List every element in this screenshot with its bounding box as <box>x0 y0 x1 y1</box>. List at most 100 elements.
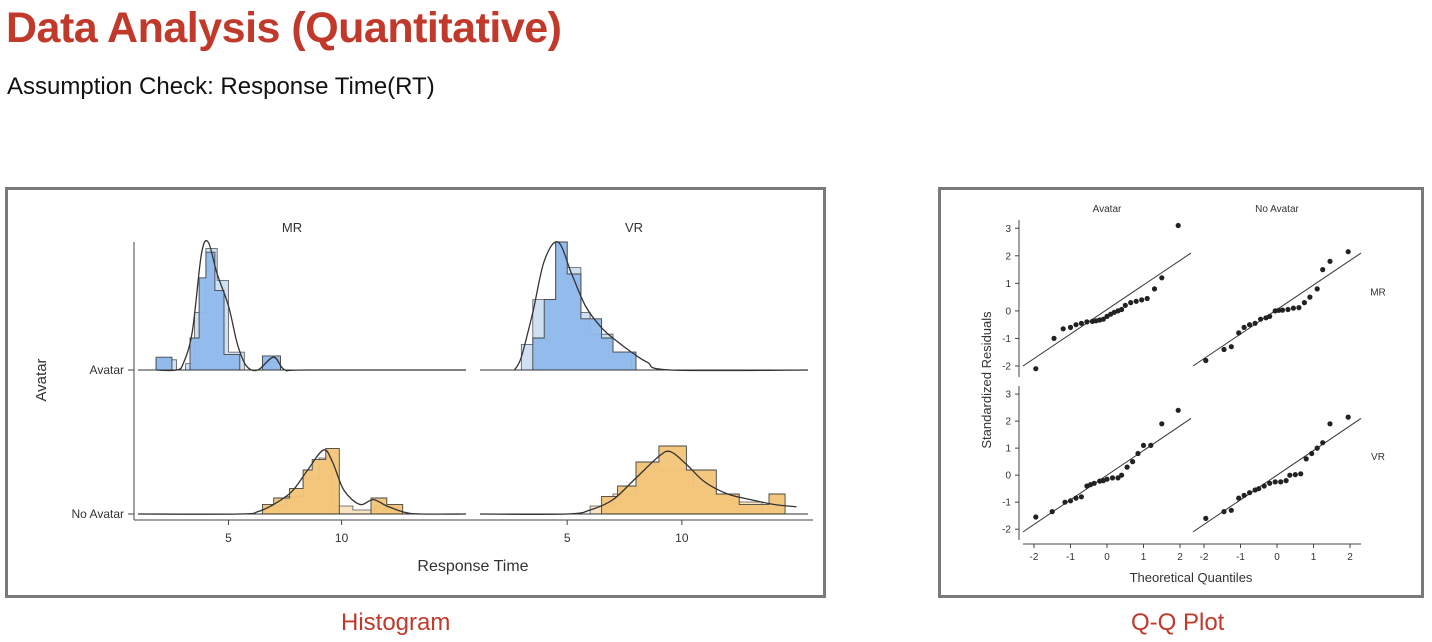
qq-point <box>1091 480 1097 486</box>
qq-point <box>1228 344 1234 350</box>
y-axis-title: Avatar <box>33 358 50 401</box>
qq-y-tick-label: -1 <box>1002 334 1011 345</box>
histogram-bars <box>601 445 786 515</box>
qq-point <box>1307 294 1313 300</box>
qq-point <box>1033 366 1039 372</box>
qq-point <box>1135 450 1141 457</box>
qq-point <box>1203 515 1209 521</box>
row-label-avatar: Avatar <box>90 363 124 377</box>
qq-x-tick-label: 0 <box>1104 552 1110 563</box>
qq-x-tick-label: -2 <box>1030 552 1039 563</box>
qq-point <box>1100 316 1106 322</box>
qq-y-tick-label: 3 <box>1005 224 1011 235</box>
qq-point <box>1140 442 1147 448</box>
qq-point <box>1078 494 1084 500</box>
qq-point <box>1228 507 1234 513</box>
qq-x-tick-label: -1 <box>1236 552 1245 563</box>
qq-point <box>1062 499 1068 505</box>
qq-point <box>1314 445 1320 451</box>
qq-y-tick-label: 0 <box>1005 306 1011 317</box>
qq-y-tick-label: -1 <box>1002 498 1011 509</box>
x-axis-title: Response Time <box>417 558 528 575</box>
qq-y-tick-label: -2 <box>1002 525 1011 536</box>
qq-reference-line <box>1192 418 1362 533</box>
qq-point <box>1292 472 1298 478</box>
qq-point <box>1119 472 1125 478</box>
density-curve <box>479 450 797 515</box>
x-tick-label: 5 <box>225 531 232 545</box>
qq-point <box>1060 326 1066 332</box>
page-subtitle: Assumption Check: Response Time(RT) <box>7 73 435 100</box>
qq-point <box>1073 322 1079 328</box>
qq-point <box>1247 322 1253 328</box>
qq-y-tick-label: 0 <box>1005 471 1011 482</box>
qq-point <box>1130 459 1136 465</box>
qq-x-tick-label: 0 <box>1274 552 1280 563</box>
qq-reference-line <box>1022 252 1192 367</box>
qq-point <box>1139 297 1145 303</box>
qq-point <box>1267 313 1273 319</box>
qq-point <box>1122 302 1128 308</box>
x-tick-label: 10 <box>335 531 349 545</box>
facet-label-mr: MR <box>282 220 302 235</box>
qq-point <box>1203 357 1209 364</box>
qq-row-label-vr: VR <box>1371 452 1385 463</box>
qq-point <box>1252 320 1258 326</box>
qq-point <box>1148 442 1154 448</box>
qq-point <box>1309 450 1315 457</box>
qq-point <box>1241 492 1247 498</box>
qq-point <box>1104 476 1110 482</box>
qq-row-label-mr: MR <box>1370 288 1386 299</box>
qq-plot-caption: Q-Q Plot <box>1131 609 1225 636</box>
page-title: Data Analysis (Quantitative) <box>6 4 562 52</box>
density-curve <box>513 241 809 372</box>
qq-reference-line <box>1022 418 1192 533</box>
facet-label-vr: VR <box>625 220 643 235</box>
qq-point <box>1272 479 1278 485</box>
qq-point <box>1049 509 1055 515</box>
qq-point <box>1067 498 1074 504</box>
qq-point <box>1327 258 1333 264</box>
row-label-no-avatar: No Avatar <box>72 507 124 521</box>
histogram-bars <box>532 241 637 371</box>
qq-plot-panel: Avatar No Avatar MR VR -2 -1 0 1 2 3 -2 -1 0 1 2 3 -2 -1 0… <box>938 187 1424 598</box>
qq-y-tick-label: 1 <box>1005 444 1011 455</box>
qq-panel-avatar-vr <box>1022 407 1192 533</box>
qq-point <box>1236 495 1242 501</box>
qq-point <box>1109 475 1116 481</box>
qq-point <box>1159 275 1165 281</box>
histogram-panel-vr-no-avatar <box>479 445 808 515</box>
qq-column-label-no-avatar: No Avatar <box>1255 204 1299 215</box>
qq-point <box>1261 483 1267 489</box>
qq-point <box>1345 414 1351 420</box>
qq-point <box>1314 286 1320 292</box>
qq-column-label-avatar: Avatar <box>1093 204 1122 215</box>
histogram-caption: Histogram <box>341 609 451 636</box>
qq-point <box>1267 480 1273 486</box>
qq-point <box>1067 324 1074 330</box>
qq-point <box>1128 300 1134 306</box>
histogram-panel-mr-no-avatar <box>137 447 467 515</box>
qq-point <box>1133 298 1139 304</box>
qq-point <box>1119 306 1125 313</box>
qq-point <box>1159 421 1165 427</box>
qq-point <box>1221 509 1227 515</box>
density-curve <box>137 449 467 515</box>
qq-x-tick-label: 1 <box>1311 552 1317 563</box>
qq-point <box>1033 514 1039 520</box>
qq-point <box>1345 249 1351 255</box>
qq-point <box>1221 346 1227 353</box>
x-tick-label: 5 <box>564 531 571 545</box>
qq-point <box>1124 464 1130 470</box>
histogram-bars <box>261 447 404 515</box>
qq-point <box>1256 486 1262 492</box>
qq-y-tick-label: 1 <box>1005 279 1011 290</box>
qq-point <box>1276 307 1282 313</box>
qq-point <box>1051 335 1057 341</box>
qq-y-tick-label: -2 <box>1002 361 1011 372</box>
qq-point <box>1327 421 1333 427</box>
histogram-chart: MR VR Avatar No Avatar Avatar 5 10 5 10 Response … <box>33 220 813 575</box>
qq-point <box>1320 267 1326 273</box>
qq-x-axis-title: Theoretical Quantiles <box>1130 570 1253 585</box>
qq-x-tick-label: 2 <box>1347 552 1353 563</box>
